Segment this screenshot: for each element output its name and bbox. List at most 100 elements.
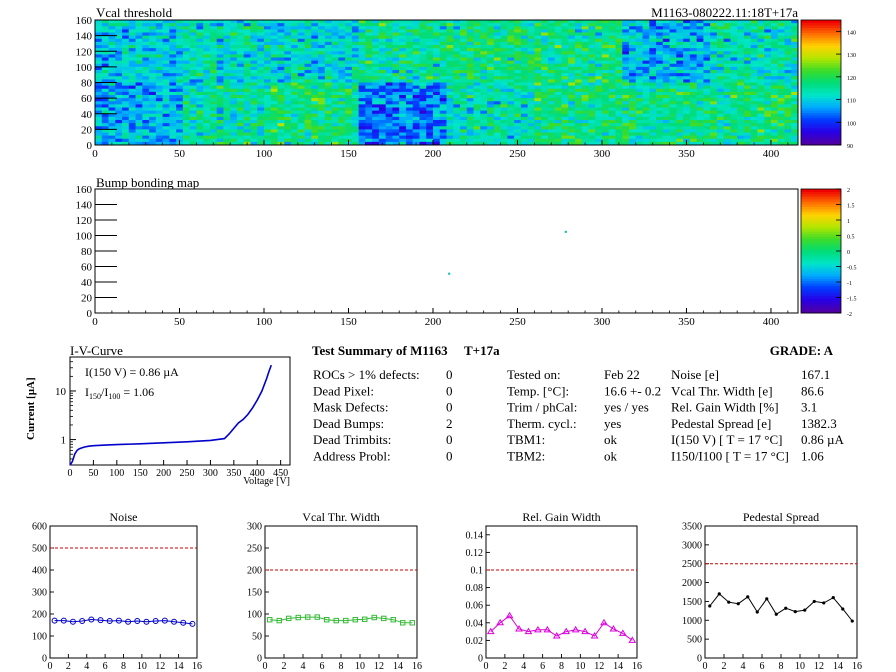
roc-chart-1: Vcal Thr. Width 0 2 4 6 8 10 12 14 16 0 50 100 150 200…	[247, 510, 422, 672]
summary-label: I(150 V) [ T = 17 °C]	[671, 432, 782, 447]
series-line	[269, 616, 413, 624]
x-tick-label: 10	[795, 661, 805, 672]
data-point	[371, 614, 377, 621]
summary-table: ROCs > 1% defects: 0 Dead Pixel: 0 Mask Defe…	[313, 367, 844, 464]
y-tick-label: 80	[81, 78, 93, 90]
data-point	[841, 607, 845, 611]
iv-x-tick-label: 50	[88, 468, 98, 479]
vcal-threshold-heatmap	[95, 20, 799, 146]
iv-x-tick-label: 450	[273, 468, 288, 479]
vcal-threshold-axes: 0 50 100 150 200 250 300 350 400 0 20 40 60 80 100 120 1…	[76, 15, 789, 160]
summary-value: 1.06	[801, 449, 824, 464]
scale-tick-label: 140	[847, 30, 856, 36]
bump-bonding-axes: 0 50 100 150 200 250 300 350 400 0 20 40 60 80 100 120 1…	[76, 184, 789, 328]
data-point	[524, 627, 533, 635]
data-point	[324, 617, 330, 623]
data-point	[505, 611, 514, 619]
y-tick-label: 140	[76, 200, 93, 212]
data-point	[286, 615, 292, 622]
data-point	[143, 618, 150, 625]
x-tick-label: 150	[340, 316, 357, 328]
y-tick-label: 120	[76, 46, 93, 58]
data-point	[736, 602, 740, 606]
y-tick-label: 0	[697, 654, 702, 665]
data-point	[115, 617, 122, 624]
x-tick-label: 4	[84, 661, 89, 672]
x-tick-label: 250	[509, 316, 526, 328]
data-point	[717, 592, 721, 596]
y-tick-label: 100	[76, 231, 93, 243]
x-tick-label: 300	[594, 316, 611, 328]
x-tick-label: 0	[92, 316, 98, 328]
y-tick-label: 120	[76, 215, 93, 227]
summary-value: 0	[446, 449, 453, 464]
iv-x-tick-label: 400	[250, 468, 265, 479]
x-tick-label: 10	[575, 661, 585, 672]
iv-curve-title: I-V-Curve	[70, 343, 123, 358]
x-tick-label: 0	[92, 148, 98, 160]
scale-tick-label: 0	[847, 250, 850, 256]
x-tick-label: 0	[703, 661, 708, 672]
summary-label: Noise [e]	[671, 367, 719, 382]
x-tick-label: 400	[763, 316, 780, 328]
summary-value: yes / yes	[604, 400, 649, 415]
vcal-threshold-panel: Vcal threshold M1163-080222.11:18T+17a 0…	[76, 5, 857, 160]
summary-label: I150/I100 [ T = 17 °C]	[671, 449, 789, 464]
data-point	[295, 614, 301, 621]
x-tick-label: 100	[256, 316, 273, 328]
data-point	[400, 620, 406, 626]
x-tick-label: 16	[192, 661, 202, 672]
scale-tick-label: 120	[847, 76, 856, 82]
data-point	[97, 617, 104, 624]
summary-value: Feb 22	[604, 367, 640, 382]
x-tick-label: 100	[256, 148, 273, 160]
test-summary: Test Summary of M1163 T+17a GRADE: A ROC…	[312, 343, 844, 464]
data-point	[618, 629, 627, 636]
x-tick-label: 300	[594, 148, 611, 160]
iv-y-tick-label: 1	[61, 435, 67, 447]
summary-label: Dead Pixel:	[313, 383, 374, 398]
y-tick-label: 40	[81, 277, 93, 289]
data-point	[276, 617, 282, 624]
y-tick-label: 2000	[682, 578, 702, 589]
x-tick-label: 0	[48, 661, 53, 672]
x-tick-label: 50	[174, 316, 186, 328]
data-point	[571, 625, 580, 633]
data-point	[362, 616, 368, 622]
iv-curve-frame	[69, 356, 291, 466]
x-tick-label: 200	[425, 316, 442, 328]
series-line	[54, 618, 193, 625]
y-tick-label: 0.04	[466, 618, 484, 629]
summary-label: ROCs > 1% defects:	[313, 367, 420, 382]
summary-value: 0	[446, 432, 453, 447]
iv-x-tick-label: 0	[68, 468, 73, 479]
x-tick-label: 6	[760, 661, 765, 672]
x-tick-label: 350	[678, 148, 695, 160]
run-id-label: M1163-080222.11:18T+17a	[651, 5, 798, 20]
y-tick-label: 200	[247, 566, 262, 577]
y-tick-label: 0.06	[466, 601, 484, 612]
data-point	[831, 596, 835, 600]
y-tick-label: 200	[32, 610, 47, 621]
dead-bump-marker	[564, 230, 567, 233]
x-tick-label: 12	[155, 661, 165, 672]
summary-title: Test Summary of M1163	[312, 343, 448, 358]
bump-bonding-panel: Bump bonding map 0 50 100 150 200 250 300 350 40…	[76, 175, 857, 328]
iv-x-tick-label: 250	[180, 468, 195, 479]
y-tick-label: 400	[32, 566, 47, 577]
iv-curve-axes: 0 50 100 150 200 250 300 350 400 450 1 10	[55, 361, 288, 479]
iv-ylabel: Current [µA]	[25, 377, 37, 440]
scale-tick-label: 0.5	[847, 235, 855, 241]
iv-annotation-ratio: I150/I100 = 1.06	[85, 385, 154, 401]
data-point	[69, 618, 76, 625]
x-tick-label: 6	[320, 661, 325, 672]
x-tick-label: 4	[521, 661, 526, 672]
data-point	[343, 617, 349, 624]
iv-curve-panel: I-V-Curve 0 50 100 150 200 250 300 350 400 450 1 10…	[25, 343, 291, 487]
x-tick-label: 10	[137, 661, 147, 672]
data-point	[496, 618, 505, 626]
x-tick-label: 16	[632, 661, 642, 672]
scale-tick-label: 110	[847, 99, 856, 105]
roc-chart-title: Noise	[110, 510, 138, 524]
x-tick-label: 4	[301, 661, 306, 672]
